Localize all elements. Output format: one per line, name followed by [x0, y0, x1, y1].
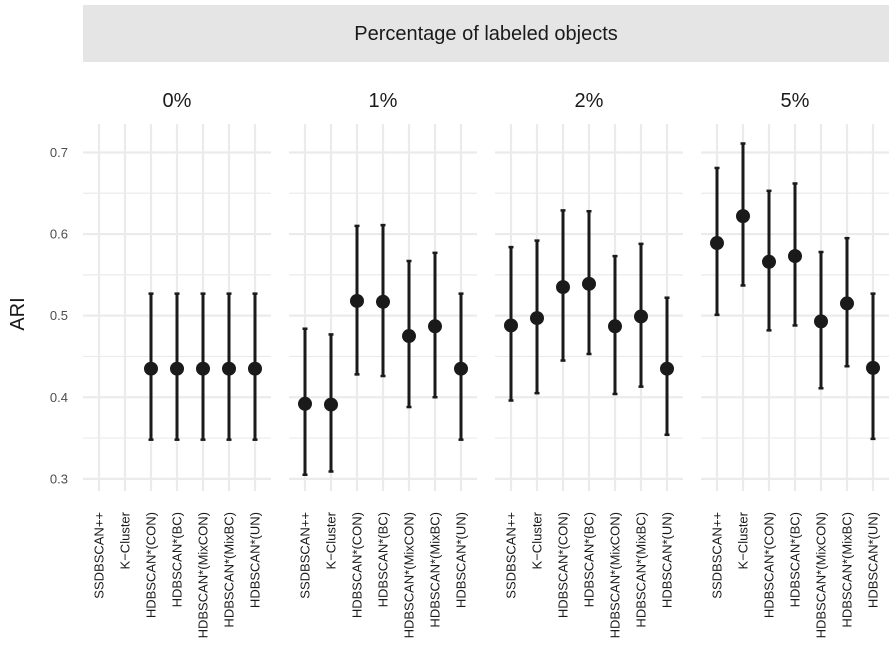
y-axis: 0.3 0.4 0.5 0.6 0.7: [50, 145, 68, 486]
y-tick-label: 0.6: [50, 227, 68, 242]
panel-title: 2%: [575, 90, 604, 112]
x-tick-label: HDBSCAN*(UN): [454, 512, 469, 608]
x-tick-label: HDBSCAN*(CON): [144, 512, 159, 618]
data-point: [144, 361, 158, 376]
data-point: [248, 361, 262, 376]
data-point: [814, 314, 828, 329]
x-tick-label: SSDBSCAN++: [504, 512, 519, 599]
y-tick-label: 0.4: [50, 390, 68, 405]
x-tick-label: K−Cluster: [324, 511, 339, 569]
panel-title: 1%: [369, 90, 398, 112]
x-tick-label: HDBSCAN*(MixBC): [634, 512, 649, 628]
data-point: [530, 311, 544, 326]
x-tick-label: HDBSCAN*(CON): [556, 512, 571, 618]
x-tick-label: HDBSCAN*(BC): [582, 512, 597, 607]
x-tick-label: K−Cluster: [530, 511, 545, 569]
facet-strip-title: Percentage of labeled objects: [354, 23, 618, 45]
facet-panel: 2% SSDBSCAN++ K−Cluster HDBSCAN*(CON) HDBSCA…: [495, 90, 683, 638]
panel-marks: [710, 142, 880, 441]
data-point: [170, 361, 184, 376]
data-point: [582, 276, 596, 291]
data-point: [634, 309, 648, 324]
x-tick-label: HDBSCAN*(MixCON): [608, 512, 623, 638]
panel-title: 5%: [781, 90, 810, 112]
data-point: [428, 319, 442, 334]
facet-panel: 5% SSDBSCAN++ K−Cluster HDBSCAN*(CON) HDBSCA…: [701, 90, 889, 638]
x-tick-label: HDBSCAN*(CON): [762, 512, 777, 618]
data-point: [840, 296, 854, 311]
panel-marks: [298, 223, 468, 477]
facet-panel: 0% SSDBSCAN++ K−Cluster HDBSCAN*(CON) HDBSCA…: [83, 90, 271, 638]
facet-panel: 1% SSDBSCAN++ K−Cluster HDBSCAN*(CON) HDBSCA…: [289, 90, 477, 638]
x-tick-label: SSDBSCAN++: [710, 512, 725, 599]
data-point: [196, 361, 210, 376]
data-point: [324, 397, 338, 412]
y-tick-label: 0.5: [50, 308, 68, 323]
x-tick-label: HDBSCAN*(MixBC): [428, 512, 443, 628]
x-tick-label: HDBSCAN*(UN): [660, 512, 675, 608]
x-tick-label: HDBSCAN*(BC): [788, 512, 803, 607]
x-tick-label: HDBSCAN*(MixCON): [402, 512, 417, 638]
y-tick-label: 0.7: [50, 145, 68, 160]
data-point: [298, 396, 312, 411]
data-point: [402, 329, 416, 344]
data-point: [350, 293, 364, 308]
x-tick-label: SSDBSCAN++: [298, 512, 313, 599]
data-point: [504, 318, 518, 333]
facet-panels: 0% SSDBSCAN++ K−Cluster HDBSCAN*(CON) HDBSCA…: [83, 90, 889, 638]
data-point: [866, 360, 880, 375]
x-tick-label: SSDBSCAN++: [92, 512, 107, 599]
data-point: [556, 280, 570, 295]
y-tick-label: 0.3: [50, 471, 68, 486]
x-tick-label: HDBSCAN*(MixBC): [840, 512, 855, 628]
data-point: [222, 361, 236, 376]
x-tick-label: HDBSCAN*(MixCON): [814, 512, 829, 638]
x-tick-label: HDBSCAN*(BC): [170, 512, 185, 607]
y-axis-label: ARI: [7, 297, 29, 330]
x-tick-label: HDBSCAN*(UN): [866, 512, 881, 608]
x-tick-label: HDBSCAN*(MixBC): [222, 512, 237, 628]
data-point: [660, 361, 674, 376]
data-point: [454, 361, 468, 376]
panel-marks: [504, 209, 674, 437]
x-tick-label: K−Cluster: [736, 511, 751, 569]
data-point: [376, 294, 390, 309]
data-point: [762, 254, 776, 269]
x-tick-label: HDBSCAN*(BC): [376, 512, 391, 607]
data-point: [736, 209, 750, 224]
facet-strip-background: [83, 5, 889, 62]
x-tick-label: HDBSCAN*(UN): [248, 512, 263, 608]
panel-marks: [144, 292, 262, 441]
x-tick-label: HDBSCAN*(MixCON): [196, 512, 211, 638]
data-point: [788, 249, 802, 264]
data-point: [608, 319, 622, 334]
x-tick-label: HDBSCAN*(CON): [350, 512, 365, 618]
x-tick-label: K−Cluster: [118, 511, 133, 569]
data-point: [710, 236, 724, 251]
panel-title: 0%: [163, 90, 192, 112]
